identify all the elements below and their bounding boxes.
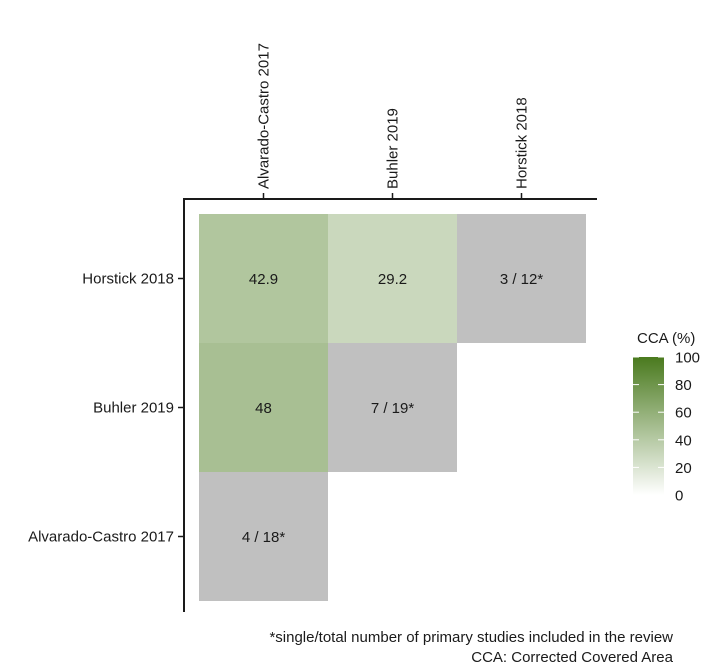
cell-horstick-2018-x-buhler-2019-label: 29.2 bbox=[378, 271, 407, 288]
y-tick-label-horstick-2018: Horstick 2018 bbox=[82, 271, 174, 288]
cell-buhler-2019-x-buhler-2019 bbox=[328, 343, 457, 472]
cell-horstick-2018-x-alvarado-castro-2017 bbox=[199, 214, 328, 343]
footnote-cca-definition: CCA: Corrected Covered Area bbox=[471, 649, 673, 666]
legend-tick-label-100: 100 bbox=[675, 350, 700, 367]
cell-alvarado-castro-2017-x-alvarado-castro-2017 bbox=[199, 472, 328, 601]
cell-buhler-2019-x-alvarado-castro-2017 bbox=[199, 343, 328, 472]
cell-horstick-2018-x-horstick-2018-label: 3 / 12* bbox=[500, 271, 544, 288]
y-tick-label-buhler-2019: Buhler 2019 bbox=[93, 400, 174, 417]
legend-tick-label-0: 0 bbox=[675, 488, 683, 505]
x-tick-label-horstick-2018: Horstick 2018 bbox=[514, 97, 531, 189]
legend-title: CCA (%) bbox=[637, 330, 695, 347]
legend-colorbar bbox=[633, 357, 664, 495]
cell-horstick-2018-x-alvarado-castro-2017-label: 42.9 bbox=[249, 271, 278, 288]
legend-tick-label-40: 40 bbox=[675, 432, 692, 449]
x-tick-label-alvarado-castro-2017: Alvarado-Castro 2017 bbox=[256, 43, 273, 189]
cell-alvarado-castro-2017-x-alvarado-castro-2017-label: 4 / 18* bbox=[242, 529, 286, 546]
cell-buhler-2019-x-buhler-2019-label: 7 / 19* bbox=[371, 400, 415, 417]
heatmap-axes: Alvarado-Castro 2017 Buhler 2019 Horstick … bbox=[28, 43, 597, 612]
footnotes: *single/total number of primary studies … bbox=[269, 629, 673, 666]
heatmap-cells: 42.9 29.2 3 / 12* 48 7 / 19* 4 / 18* bbox=[199, 214, 586, 601]
legend-tick-label-20: 20 bbox=[675, 460, 692, 477]
footnote-studies: *single/total number of primary studies … bbox=[269, 629, 673, 646]
cell-horstick-2018-x-horstick-2018 bbox=[457, 214, 586, 343]
legend-tick-label-80: 80 bbox=[675, 377, 692, 394]
x-tick-label-buhler-2019: Buhler 2019 bbox=[385, 108, 402, 189]
legend-tick-label-60: 60 bbox=[675, 405, 692, 422]
y-tick-label-alvarado-castro-2017: Alvarado-Castro 2017 bbox=[28, 529, 174, 546]
cell-horstick-2018-x-buhler-2019 bbox=[328, 214, 457, 343]
color-legend: CCA (%) 0 20 40 60 80 100 bbox=[633, 330, 700, 505]
cell-buhler-2019-x-alvarado-castro-2017-label: 48 bbox=[255, 400, 272, 417]
